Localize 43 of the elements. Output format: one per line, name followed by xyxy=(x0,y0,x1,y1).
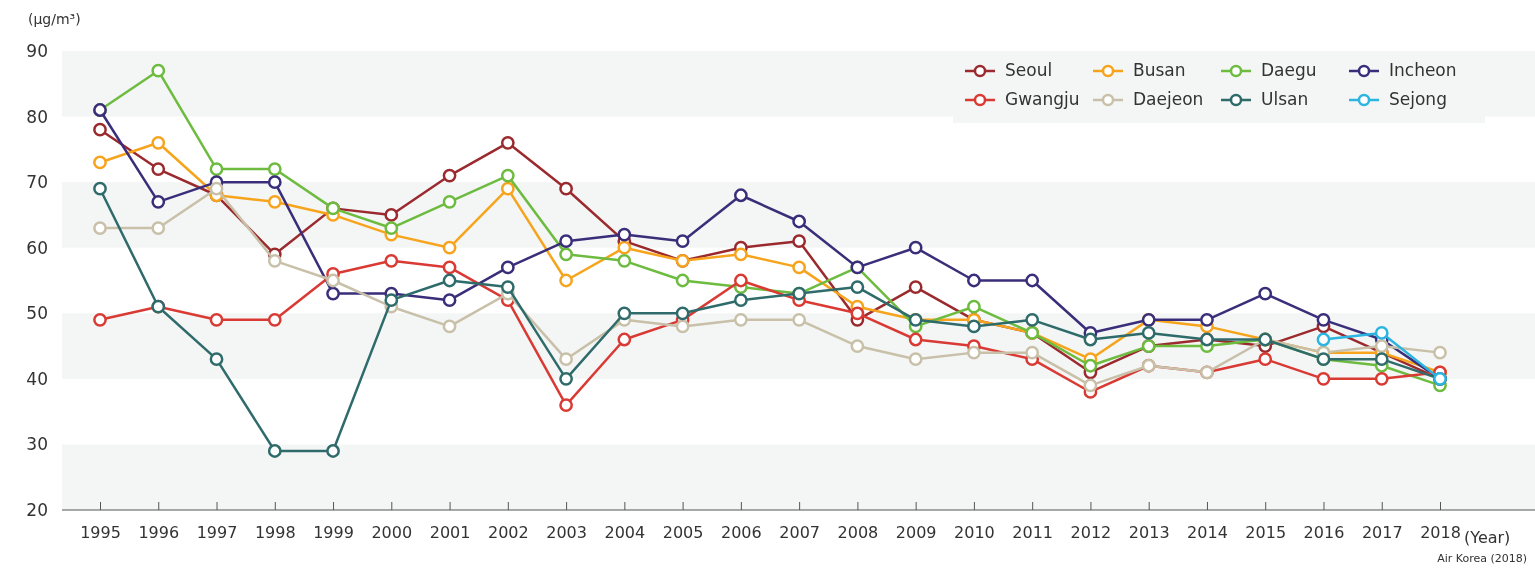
legend-label: Ulsan xyxy=(1261,89,1309,109)
y-tick-label: 80 xyxy=(26,106,48,127)
x-tick-label: 2003 xyxy=(546,523,587,542)
x-tick-label: 2002 xyxy=(487,523,529,542)
x-tick-label: 2009 xyxy=(895,523,937,542)
x-tick-label: 1997 xyxy=(196,523,238,542)
x-tick-label: 2011 xyxy=(1012,523,1054,542)
x-tick-label: 2015 xyxy=(1245,523,1287,542)
y-tick-label: 50 xyxy=(26,303,48,324)
legend-label: Sejong xyxy=(1389,89,1447,109)
legend-label: Busan xyxy=(1133,60,1186,80)
x-tick-label: 2004 xyxy=(604,523,646,542)
x-tick-label: 2017 xyxy=(1361,523,1403,542)
legend-label: Daegu xyxy=(1261,60,1317,80)
x-tick-label: 1998 xyxy=(254,523,296,542)
x-tick-label: 2010 xyxy=(954,523,995,542)
legend-label: Gwangju xyxy=(1005,89,1080,109)
x-tick-label: 1995 xyxy=(80,523,121,542)
x-tick-label: 2008 xyxy=(837,523,879,542)
x-tick-label: 2005 xyxy=(662,523,704,542)
x-tick-label: 2013 xyxy=(1128,523,1170,542)
x-tick-label: 2007 xyxy=(779,523,820,542)
y-tick-label: 20 xyxy=(26,499,48,520)
text: Air Korea (2018) xyxy=(1437,552,1527,565)
y-tick-label: 40 xyxy=(26,368,48,389)
x-tick-label: 2012 xyxy=(1070,523,1112,542)
x-tick-label: 1999 xyxy=(313,523,354,542)
legend-label: Seoul xyxy=(1005,60,1053,80)
legend-label: Daejeon xyxy=(1133,89,1204,109)
x-tick-label: 2001 xyxy=(429,523,471,542)
y-tick-label: 70 xyxy=(26,172,48,193)
x-axis-title: (Year) xyxy=(1464,527,1511,547)
y-tick-label: 60 xyxy=(26,237,48,258)
x-tick-label: 2014 xyxy=(1187,523,1228,542)
x-tick-label: 2006 xyxy=(721,523,762,542)
y-tick-label: 90 xyxy=(26,40,48,61)
x-tick-label: 2018 xyxy=(1420,523,1461,542)
legend-label: Incheon xyxy=(1389,60,1457,80)
y-tick-label: 30 xyxy=(26,434,48,455)
y-axis-title: (μg/m³) xyxy=(28,11,81,27)
x-tick-label: 2000 xyxy=(371,523,413,542)
x-tick-label: 2016 xyxy=(1303,523,1345,542)
x-tick-label: 1996 xyxy=(138,523,180,542)
